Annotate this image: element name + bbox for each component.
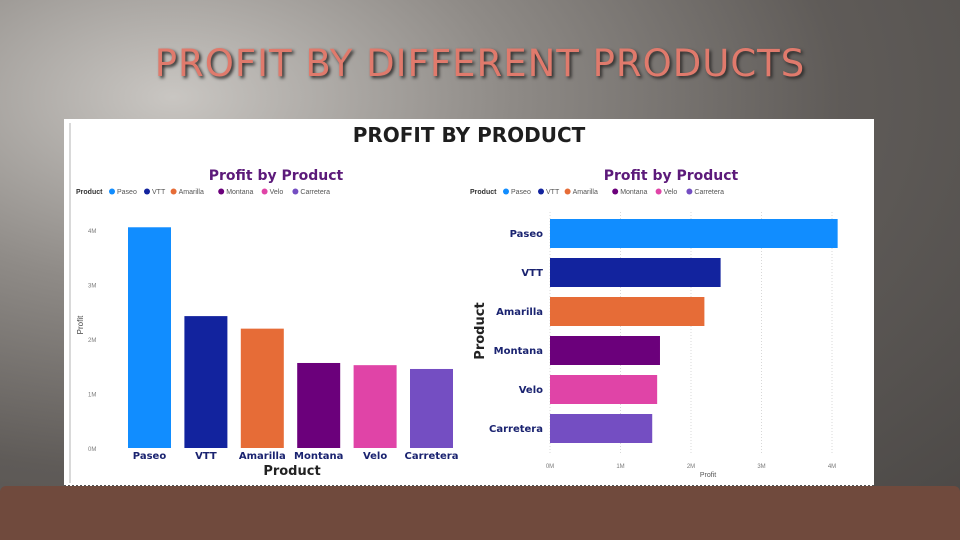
- chart1-bar: [240, 328, 284, 448]
- chart2-x-tick-label: 0M: [546, 464, 554, 470]
- chart2-x-tick-label: 1M: [616, 464, 624, 470]
- chart1-legend-item: VTT: [152, 189, 166, 196]
- chart2-x-tick-label: 4M: [828, 464, 836, 470]
- chart2-legend-item: Montana: [620, 189, 647, 196]
- chart2-category-label: Paseo: [510, 229, 544, 240]
- chart1-y-tick-label: 4M: [88, 229, 96, 235]
- chart1-legend-swatch: [144, 188, 150, 195]
- chart1-bar: [184, 316, 228, 448]
- chart1-legend-item: Carretera: [300, 189, 330, 196]
- chart-panel: PROFIT BY PRODUCT Profit by Product Produ…: [64, 119, 874, 487]
- chart2-legend-item: Amarilla: [573, 189, 598, 196]
- charts-canvas: Profit by Product Product Paseo VTT Amarilla…: [76, 168, 838, 479]
- chart1-legend-swatch: [218, 188, 225, 195]
- chart1-bar: [128, 227, 171, 448]
- panel-title: PROFIT BY PRODUCT: [352, 123, 586, 147]
- chart1-category-label: Amarilla: [239, 451, 286, 462]
- chart1-legend-item: Amarilla: [179, 189, 204, 196]
- chart1-y-tick-label: 0M: [88, 447, 96, 453]
- chart1-y-tick-label: 3M: [88, 284, 96, 290]
- chart2-x-axis-label: Profit: [700, 472, 716, 479]
- chart2-category-label: VTT: [521, 268, 543, 279]
- chart1-legend-item: Paseo: [117, 189, 137, 196]
- chart2-bar: [550, 414, 653, 443]
- chart1-bar: [353, 365, 397, 448]
- chart2-category-label: Carretera: [489, 424, 543, 435]
- chart1-legend-swatch: [292, 188, 299, 195]
- chart2-legend-swatch: [538, 188, 544, 195]
- chart1-legend-title: Product: [76, 189, 103, 196]
- chart2-legend-title: Product: [470, 189, 497, 196]
- chart2-legend-swatch: [564, 188, 571, 195]
- chart1-legend-swatch: [109, 188, 115, 195]
- chart2-bar: [550, 219, 838, 248]
- slide-title: PROFIT BY DIFFERENT PRODUCTS: [154, 42, 806, 85]
- chart1-bar: [410, 368, 453, 448]
- chart2-x-tick-label: 3M: [757, 464, 765, 470]
- chart1-category-label: Paseo: [133, 451, 167, 462]
- chart2-category-label: Amarilla: [496, 307, 543, 318]
- chart2-x-tick-label: 2M: [687, 464, 695, 470]
- chart1-legend-swatch: [170, 188, 177, 195]
- chart1-legend-item: Montana: [226, 189, 253, 196]
- chart2-bar: [550, 258, 721, 287]
- chart1-category-label: VTT: [195, 451, 217, 462]
- chart2-legend-swatch: [686, 188, 693, 195]
- chart2-legend-swatch: [612, 188, 619, 195]
- chart2-legend-item: Paseo: [511, 189, 531, 196]
- chart1-category-label: Montana: [294, 451, 343, 462]
- chart2-category-label: Montana: [494, 346, 543, 357]
- chart2-bar: [550, 375, 658, 404]
- chart1-y-tick-label: 2M: [88, 338, 96, 344]
- chart2-category-label: Velo: [519, 385, 543, 396]
- chart2-legend-item: VTT: [546, 189, 560, 196]
- chart2-bar: [550, 336, 660, 365]
- chart1-category-label: Velo: [363, 451, 387, 462]
- chart1-title: Profit by Product: [209, 168, 344, 184]
- chart2-legend-swatch: [655, 188, 662, 195]
- panel-divider: [69, 123, 71, 483]
- chart2-legend-item: Carretera: [694, 189, 724, 196]
- chart2-title: Profit by Product: [604, 168, 739, 184]
- chart1-legend-item: Velo: [270, 189, 284, 196]
- chart1-y-axis-label: Profit: [76, 315, 85, 334]
- chart1-bar: [297, 362, 341, 448]
- footer-band: [0, 486, 960, 540]
- chart1-legend-swatch: [261, 188, 268, 195]
- chart1-y-tick-label: 1M: [88, 393, 96, 399]
- chart2-bar: [550, 297, 705, 326]
- chart2-y-axis-label: Product: [473, 302, 488, 359]
- chart2-legend-item: Velo: [664, 189, 678, 196]
- chart1-x-axis-label: Product: [263, 464, 320, 479]
- chart2-legend-swatch: [503, 188, 509, 195]
- chart1-category-label: Carretera: [405, 451, 459, 462]
